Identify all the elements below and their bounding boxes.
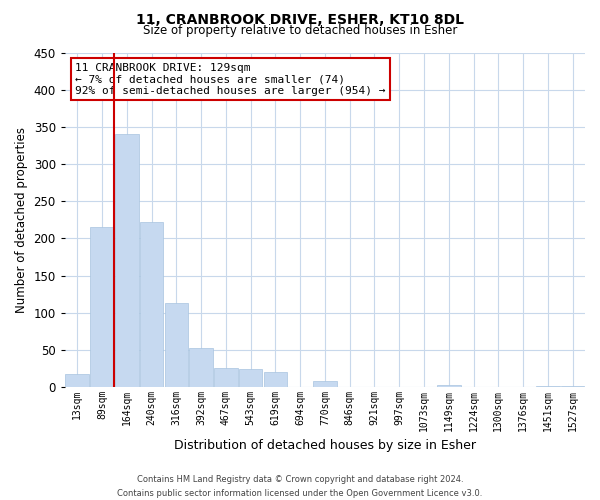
Text: Size of property relative to detached houses in Esher: Size of property relative to detached ho… — [143, 24, 457, 37]
Bar — [115, 134, 139, 388]
Bar — [214, 368, 238, 388]
Bar — [437, 385, 461, 388]
Bar — [263, 372, 287, 388]
Bar — [90, 228, 114, 388]
Bar — [239, 368, 262, 388]
Bar — [536, 386, 560, 388]
Y-axis label: Number of detached properties: Number of detached properties — [15, 127, 28, 313]
Bar — [313, 382, 337, 388]
X-axis label: Distribution of detached houses by size in Esher: Distribution of detached houses by size … — [174, 440, 476, 452]
Text: 11, CRANBROOK DRIVE, ESHER, KT10 8DL: 11, CRANBROOK DRIVE, ESHER, KT10 8DL — [136, 12, 464, 26]
Text: 11 CRANBROOK DRIVE: 129sqm
← 7% of detached houses are smaller (74)
92% of semi-: 11 CRANBROOK DRIVE: 129sqm ← 7% of detac… — [75, 62, 386, 96]
Bar — [561, 386, 584, 388]
Bar — [190, 348, 213, 388]
Bar — [140, 222, 163, 388]
Bar — [65, 374, 89, 388]
Text: Contains HM Land Registry data © Crown copyright and database right 2024.
Contai: Contains HM Land Registry data © Crown c… — [118, 476, 482, 498]
Bar — [164, 303, 188, 388]
